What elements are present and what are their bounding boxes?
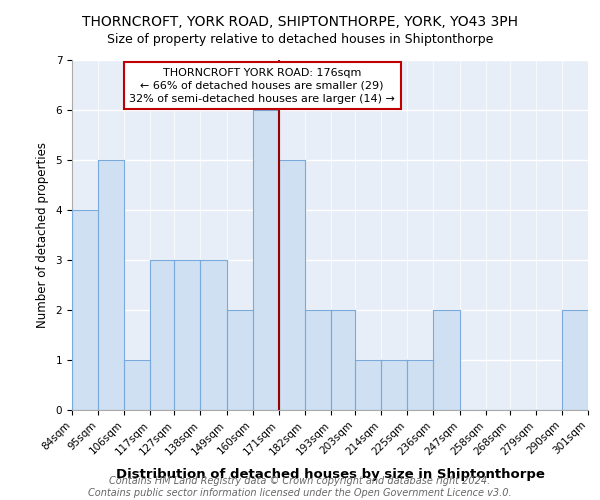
X-axis label: Distribution of detached houses by size in Shiptonthorpe: Distribution of detached houses by size … — [116, 468, 544, 480]
Y-axis label: Number of detached properties: Number of detached properties — [36, 142, 49, 328]
Text: THORNCROFT, YORK ROAD, SHIPTONTHORPE, YORK, YO43 3PH: THORNCROFT, YORK ROAD, SHIPTONTHORPE, YO… — [82, 15, 518, 29]
Text: THORNCROFT YORK ROAD: 176sqm
← 66% of detached houses are smaller (29)
32% of se: THORNCROFT YORK ROAD: 176sqm ← 66% of de… — [129, 68, 395, 104]
Text: Size of property relative to detached houses in Shiptonthorpe: Size of property relative to detached ho… — [107, 32, 493, 46]
Text: Contains HM Land Registry data © Crown copyright and database right 2024.
Contai: Contains HM Land Registry data © Crown c… — [88, 476, 512, 498]
